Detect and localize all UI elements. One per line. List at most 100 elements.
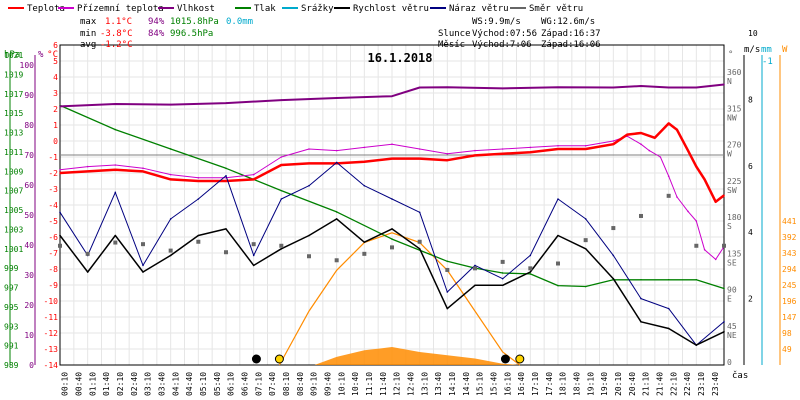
temperature-point [584, 148, 587, 150]
wind-speed-point [308, 234, 310, 237]
sun-marker [274, 354, 284, 364]
ground-temperature-point [501, 148, 504, 150]
temperature-point [723, 194, 725, 197]
humidity-point [612, 86, 615, 89]
pressure-point [446, 260, 449, 263]
temp-tick: 5 [53, 57, 58, 66]
x-tick: 02:40 [130, 372, 139, 396]
w-tick: 196 [782, 297, 797, 306]
pct-tick: 30 [24, 271, 34, 280]
solar-radiation-area [278, 232, 521, 366]
humidity-point [667, 86, 670, 89]
ms-tick: 4 [748, 228, 753, 237]
x-tick: 14:40 [462, 372, 471, 396]
ground-temperature-point [308, 148, 310, 150]
moon-set: Západ:16:06 [541, 40, 601, 50]
hpa-tick: 999 [4, 264, 19, 273]
wind-speed-point [474, 284, 476, 287]
hpa-tick: 1007 [4, 187, 23, 196]
x-tick: 13:40 [434, 372, 443, 396]
wind-gust-point [584, 218, 587, 220]
x-tick: 11:40 [379, 372, 388, 396]
ground-temperature-point [640, 143, 642, 145]
ms-tick: 10 [748, 29, 758, 38]
temp-tick: 1 [53, 121, 58, 130]
humidity-point [59, 105, 61, 108]
sun-label: Slunce [438, 29, 471, 39]
radiation-curve [278, 232, 521, 366]
temperature-point [474, 154, 476, 157]
ground-temperature-point [474, 149, 476, 152]
ground-temperature-point [687, 210, 689, 213]
ground-temperature-point [169, 173, 172, 176]
temperature-point [86, 170, 89, 173]
hpa-unit: hPa [4, 50, 20, 60]
dir-tick: 45 [727, 322, 737, 331]
wind-gust-point [363, 184, 366, 187]
x-tick: 03:10 [144, 372, 153, 396]
hpa-tick: 1005 [4, 206, 23, 215]
x-tick: 04:40 [185, 372, 194, 396]
wind-gust-point [474, 264, 476, 267]
temp-tick: -1 [48, 153, 58, 162]
temp-tick: 3 [53, 89, 58, 98]
wind-gust-point [612, 254, 615, 257]
legend-label: Směr větru [529, 4, 583, 14]
pct-unit: % [38, 50, 44, 60]
pressure-point [695, 278, 698, 281]
dir-label: SW [727, 186, 737, 195]
wind-speed-point [114, 234, 117, 237]
humidity-point [280, 99, 283, 101]
humidity-point [169, 103, 172, 106]
dir-tick: 315 [727, 104, 742, 113]
wind-direction-point [694, 243, 699, 248]
pct-tick: 10 [24, 331, 34, 340]
wind-direction-point [445, 267, 450, 272]
wind-gust-point [114, 191, 117, 194]
wind-speed-point [584, 248, 587, 250]
wind-gust-point [391, 198, 393, 200]
temperature-point [557, 148, 559, 150]
axis-lines [9, 55, 781, 365]
x-tick: 18:40 [572, 372, 581, 396]
wind-gust-point [446, 291, 449, 293]
temperature-point [197, 180, 200, 182]
wind-speed-point [169, 254, 172, 257]
mm-unit: mm [761, 45, 772, 55]
wind-gust-point [501, 277, 504, 280]
wind-gust-point [169, 218, 172, 220]
wind-direction-point [362, 251, 367, 256]
wind-speed-point [529, 271, 532, 273]
wind-direction-point [390, 245, 394, 250]
wind-direction-point [58, 243, 62, 248]
humidity-point [723, 83, 725, 86]
axis-ticks: 1021101910171015101310111009100710051003… [4, 29, 797, 396]
temperature-point [142, 170, 144, 173]
wind-direction-point [141, 242, 145, 247]
wind-speed-point [640, 321, 642, 323]
pressure-point [280, 189, 283, 192]
wind-direction-point [224, 250, 228, 255]
temperature-point [391, 157, 393, 160]
humidity-point [114, 103, 117, 105]
temperature-point [252, 178, 255, 181]
temp-tick: 6 [53, 41, 58, 50]
stat-max-label: max [80, 17, 97, 27]
hpa-tick: 995 [4, 303, 19, 312]
stat-avg-label: avg [80, 40, 96, 50]
ground-temperature-point [418, 148, 421, 150]
x-tick: 15:10 [476, 372, 485, 396]
ground-temperature-point [676, 196, 678, 198]
legend-label: Teplota [27, 4, 65, 14]
x-tick: 23:10 [697, 372, 706, 396]
ms-tick: 8 [748, 95, 753, 104]
hpa-tick: 1011 [4, 148, 23, 157]
pressure-point [335, 211, 338, 213]
x-tick: 16:40 [517, 372, 526, 396]
temp-tick: -8 [48, 265, 58, 274]
time-label: čas [732, 370, 748, 381]
wind-gust-point [59, 211, 61, 214]
ground-temperature-point [557, 145, 559, 147]
ground-temperature-point [584, 145, 587, 147]
dir-tick: 135 [727, 249, 742, 258]
